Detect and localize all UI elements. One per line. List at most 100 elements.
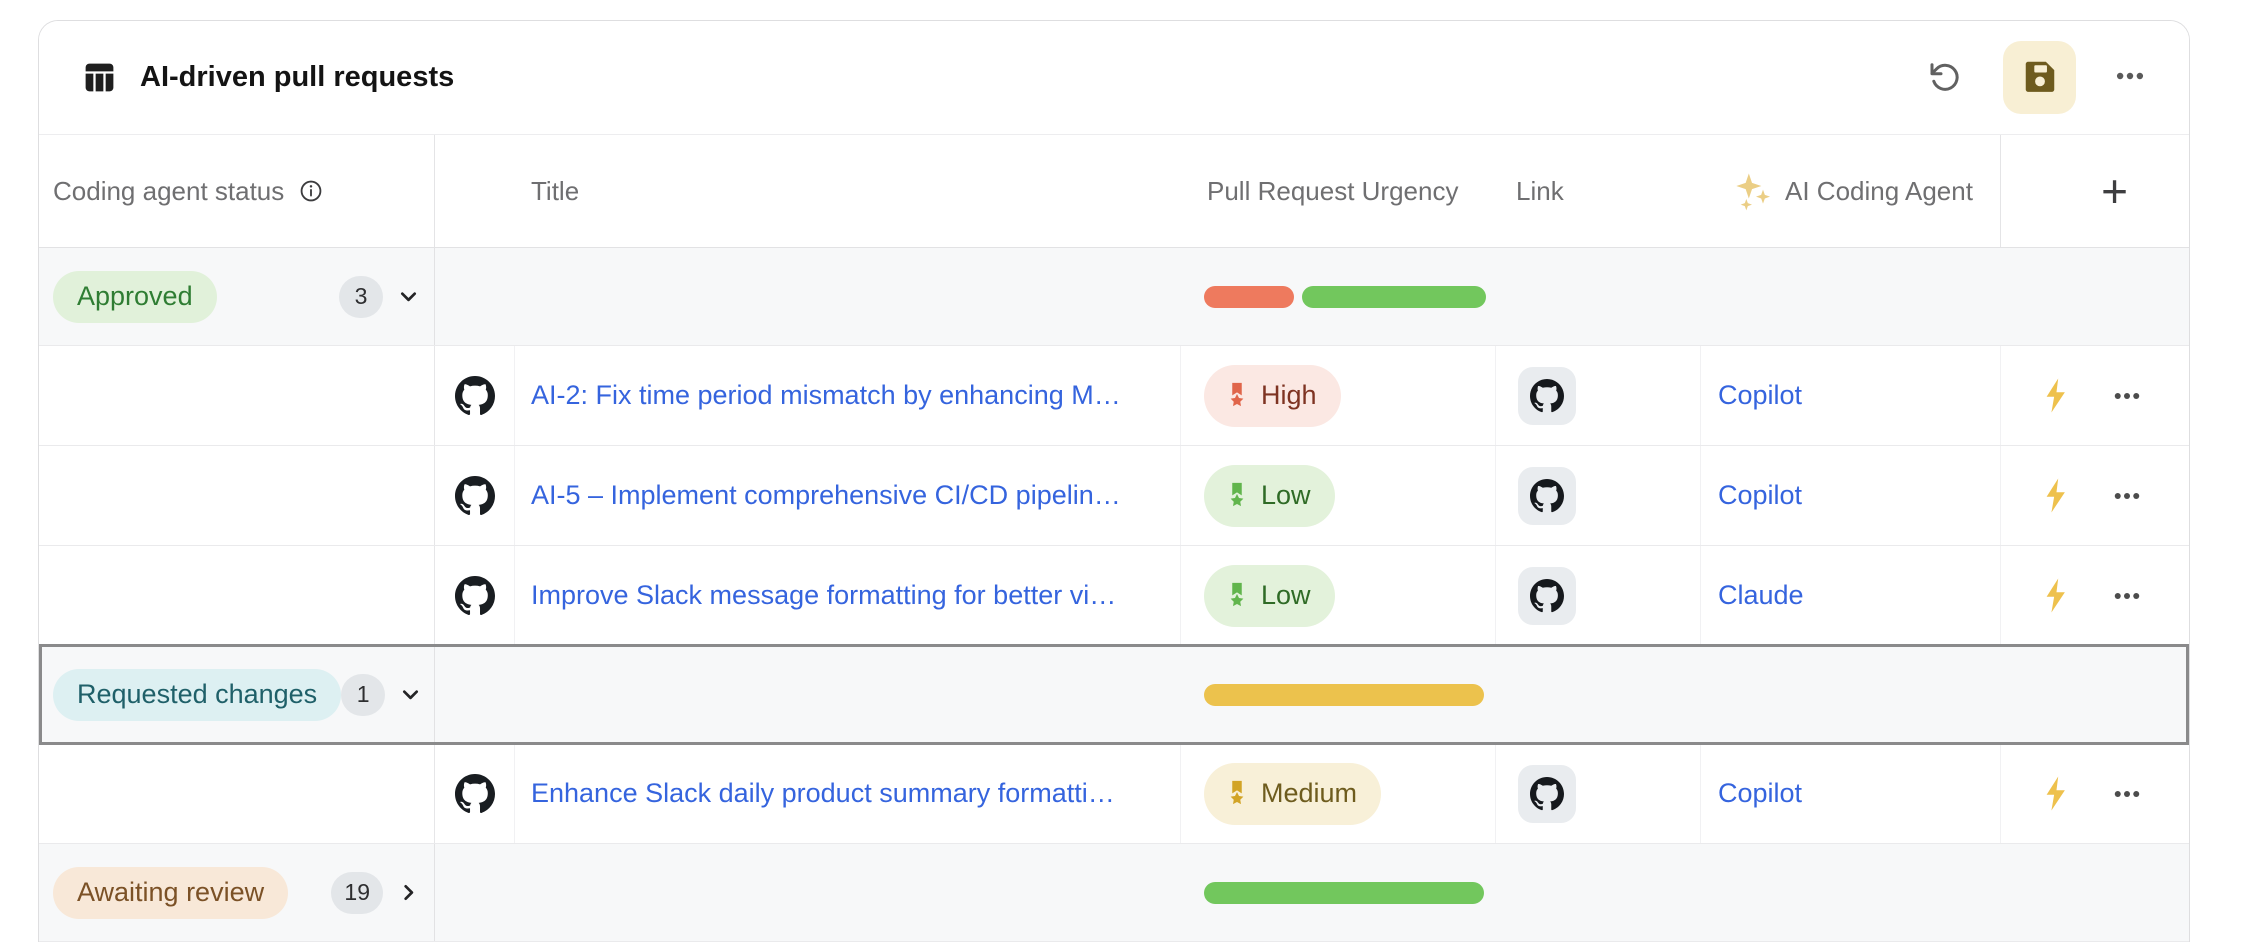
table-more-button[interactable] <box>2113 61 2147 95</box>
column-label: Title <box>531 175 580 206</box>
agent-cell: Copilot <box>1701 446 2001 545</box>
column-header-ai-coding-agent[interactable]: AI Coding Agent <box>1701 135 2001 247</box>
table-card: AI-driven pull requests <box>38 20 2190 942</box>
lightning-icon[interactable] <box>2040 577 2070 614</box>
row-icon-cell <box>435 546 515 645</box>
lightning-icon[interactable] <box>2040 377 2070 414</box>
github-link-button[interactable] <box>1518 366 1576 425</box>
group-count: 19 <box>331 871 383 914</box>
agent-link[interactable]: Copilot <box>1718 380 1803 410</box>
medal-icon <box>1222 581 1252 611</box>
page-title: AI-driven pull requests <box>140 61 455 93</box>
column-header-row-icon-spacer <box>435 135 515 247</box>
plus-icon: + <box>2101 165 2128 217</box>
table-row: AI-2: Fix time period mismatch by enhanc… <box>39 346 2189 446</box>
link-cell <box>1496 546 1701 645</box>
agent-cell: Claude <box>1701 546 2001 645</box>
group-row-requested-changes: Requested changes 1 <box>39 644 2189 745</box>
agent-link[interactable]: Copilot <box>1718 480 1803 510</box>
info-icon[interactable] <box>298 178 324 204</box>
urgency-bar-low <box>1204 881 1484 904</box>
column-header-link[interactable]: Link <box>1496 135 1701 247</box>
status-cell[interactable] <box>39 446 435 545</box>
lightning-icon[interactable] <box>2040 477 2070 514</box>
github-link-button[interactable] <box>1518 764 1576 823</box>
urgency-badge[interactable]: Low <box>1204 564 1335 627</box>
row-menu-button[interactable] <box>2112 779 2142 809</box>
table-row: Improve Slack message formatting for bet… <box>39 546 2189 646</box>
row-actions-cell <box>2001 446 2189 545</box>
column-header-coding-agent-status[interactable]: Coding agent status <box>39 135 435 247</box>
add-column-button[interactable]: + <box>2001 135 2189 247</box>
pr-title-link[interactable]: AI-5 – Implement comprehensive CI/CD pip… <box>531 480 1121 510</box>
title-cell: Improve Slack message formatting for bet… <box>515 546 1181 645</box>
agent-link[interactable]: Claude <box>1718 580 1804 610</box>
pr-title-link[interactable]: Improve Slack message formatting for bet… <box>531 580 1117 610</box>
group-row-awaiting-review: Awaiting review 19 <box>39 844 2189 942</box>
column-header-title[interactable]: Title <box>515 135 1181 247</box>
chevron-right-icon[interactable] <box>395 879 422 906</box>
status-cell[interactable] <box>39 346 435 445</box>
status-cell[interactable] <box>39 546 435 645</box>
urgency-label: Medium <box>1261 778 1358 808</box>
urgency-cell: Low <box>1181 446 1496 545</box>
save-icon <box>2021 57 2059 98</box>
medal-icon <box>1222 779 1252 809</box>
title-cell: Enhance Slack daily product summary form… <box>515 744 1181 843</box>
chevron-down-icon[interactable] <box>397 681 424 708</box>
urgency-bar-medium <box>1204 683 1484 706</box>
group-urgency-summary <box>435 248 2189 345</box>
undo-button[interactable] <box>1924 58 1964 98</box>
status-pill[interactable]: Approved <box>53 270 217 323</box>
urgency-badge[interactable]: Medium <box>1204 762 1382 825</box>
github-icon <box>455 376 495 416</box>
column-label: Coding agent status <box>53 175 285 206</box>
github-icon <box>455 774 495 814</box>
pr-title-link[interactable]: Enhance Slack daily product summary form… <box>531 778 1115 808</box>
github-icon <box>455 476 495 516</box>
table-row: Enhance Slack daily product summary form… <box>39 744 2189 844</box>
group-header-cell: Approved 3 <box>39 248 435 345</box>
column-label: Pull Request Urgency <box>1207 175 1459 206</box>
urgency-cell: High <box>1181 346 1496 445</box>
row-menu-button[interactable] <box>2112 381 2142 411</box>
urgency-badge[interactable]: High <box>1204 364 1341 427</box>
medal-icon <box>1222 381 1252 411</box>
row-icon-cell <box>435 346 515 445</box>
medal-icon <box>1222 481 1252 511</box>
group-count: 3 <box>339 275 383 318</box>
urgency-bar-low <box>1302 285 1486 308</box>
urgency-badge[interactable]: Low <box>1204 464 1335 527</box>
save-button[interactable] <box>2003 41 2076 114</box>
link-cell <box>1496 346 1701 445</box>
row-menu-button[interactable] <box>2112 481 2142 511</box>
agent-link[interactable]: Copilot <box>1718 778 1803 808</box>
chevron-down-icon[interactable] <box>395 283 422 310</box>
column-label: Link <box>1516 175 1564 206</box>
github-link-button[interactable] <box>1518 466 1576 525</box>
link-cell <box>1496 744 1701 843</box>
group-header-cell: Requested changes 1 <box>39 646 435 743</box>
urgency-label: High <box>1261 380 1317 410</box>
status-pill[interactable]: Requested changes <box>53 668 342 721</box>
agent-cell: Copilot <box>1701 744 2001 843</box>
undo-icon <box>1926 58 1962 97</box>
title-bar-actions <box>1924 41 2147 114</box>
pr-title-link[interactable]: AI-2: Fix time period mismatch by enhanc… <box>531 380 1121 410</box>
link-cell <box>1496 446 1701 545</box>
table-row: AI-5 – Implement comprehensive CI/CD pip… <box>39 446 2189 546</box>
row-menu-button[interactable] <box>2112 581 2142 611</box>
github-link-button[interactable] <box>1518 566 1576 625</box>
status-pill[interactable]: Awaiting review <box>53 866 289 919</box>
lightning-icon[interactable] <box>2040 775 2070 812</box>
group-row-approved: Approved 3 <box>39 248 2189 346</box>
urgency-label: Low <box>1261 480 1311 510</box>
column-header-pull-request-urgency[interactable]: Pull Request Urgency <box>1181 135 1496 247</box>
row-icon-cell <box>435 744 515 843</box>
table-title-bar: AI-driven pull requests <box>39 21 2189 135</box>
group-urgency-summary <box>435 844 2189 941</box>
status-cell[interactable] <box>39 744 435 843</box>
urgency-bar-high <box>1204 285 1294 308</box>
urgency-label: Low <box>1261 580 1311 610</box>
row-icon-cell <box>435 446 515 545</box>
